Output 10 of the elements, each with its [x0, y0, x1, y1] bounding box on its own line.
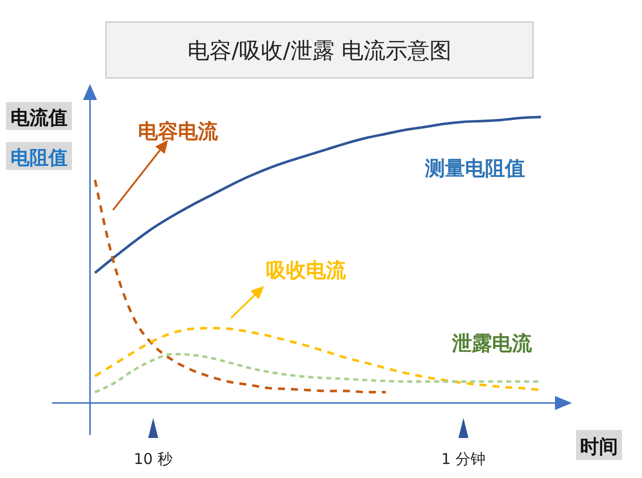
x-tick-label: 1 分钟: [441, 450, 486, 468]
chart-title: 电容/吸收/泄露 电流示意图: [188, 39, 452, 64]
x-axis-title: 时间: [580, 436, 618, 458]
x-tick-label: 10 秒: [134, 450, 173, 468]
y-axis-title: 电流值: [10, 107, 68, 129]
text: 吸收电流: [266, 258, 347, 282]
text: 电容电流: [138, 119, 219, 143]
series-label: 泄露电流: [451, 331, 533, 355]
series-label: 测量电阻值: [424, 156, 525, 180]
y2-axis-title: 电阻值: [10, 147, 68, 169]
